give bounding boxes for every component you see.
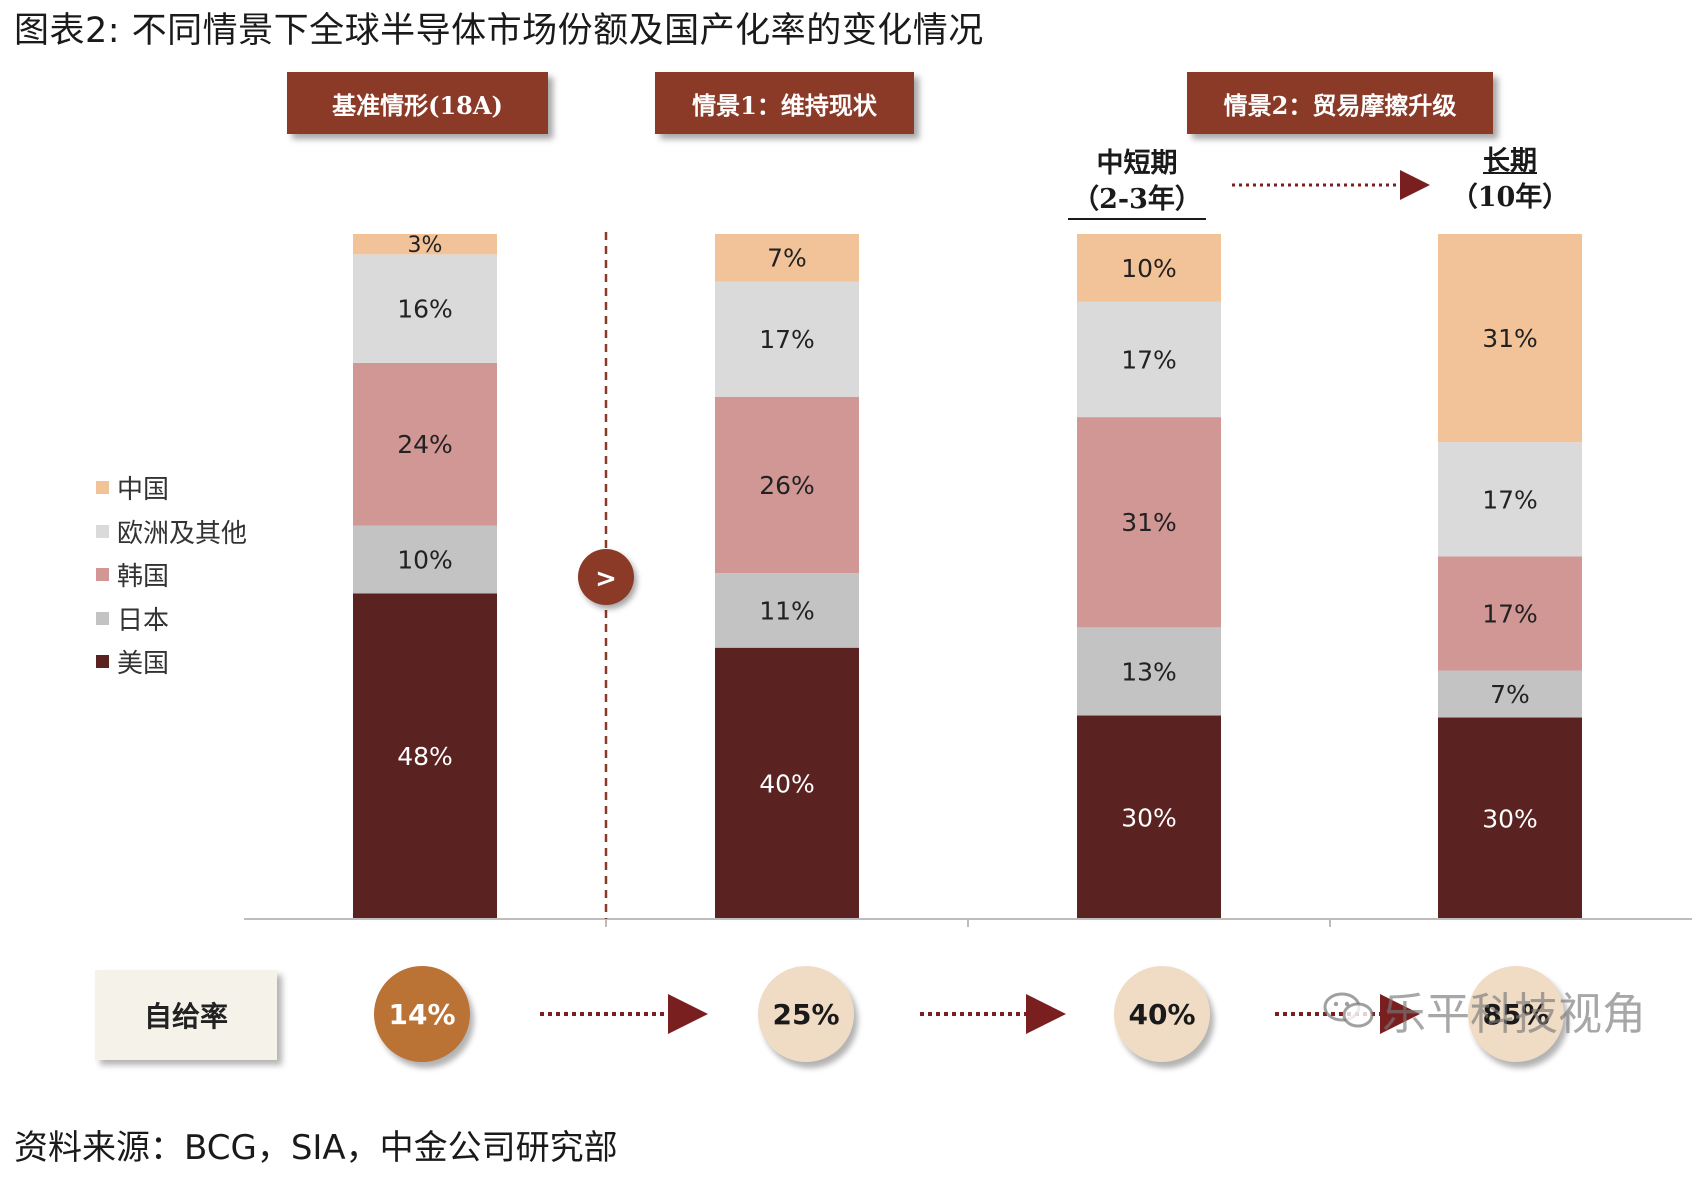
arrow-button: >: [578, 549, 634, 605]
bar-label-3-4: 31%: [1482, 324, 1538, 353]
source-note: 资料来源：BCG，SIA，中金公司研究部: [14, 1128, 618, 1168]
legend-swatch-korea: [96, 568, 109, 582]
bar-segment-3-3: [1438, 442, 1582, 557]
bar-segment-0-3: [353, 254, 497, 363]
bar-segment-0-1: [353, 525, 497, 594]
bar-label-1-3: 17%: [759, 325, 815, 354]
bar-label-2-1: 13%: [1121, 657, 1177, 686]
legend-item-japan: 日本: [96, 597, 247, 641]
bar-label-2-2: 31%: [1121, 508, 1177, 537]
bar-segment-1-0: [715, 647, 859, 919]
bar-label-2-0: 30%: [1121, 803, 1177, 832]
bar-label-3-1: 7%: [1490, 680, 1530, 709]
legend-item-usa: 美国: [96, 640, 247, 684]
legend-label-usa: 美国: [117, 649, 170, 680]
bar-segment-3-4: [1438, 234, 1582, 443]
self-sufficiency-circle-long-term: 85%: [1468, 966, 1564, 1062]
wechat-icon: [1323, 992, 1374, 1028]
self-sufficiency-circle-scenario1: 25%: [758, 966, 854, 1062]
self-sufficiency-circle-mid-term: 40%: [1114, 966, 1210, 1062]
legend-swatch-china: [96, 481, 109, 495]
bar-segment-0-2: [353, 362, 497, 526]
subheader-mid-term: 中短期 （2-3年）: [1062, 146, 1212, 220]
bars-group: 48% 10% 24% 16% 3% 40% 11% 26% 17% 7% 30% 13% 31% 17%…: [353, 233, 1582, 919]
legend-swatch-japan: [96, 611, 109, 625]
self-sufficiency-label: 自给率: [95, 970, 277, 1060]
subheader-long-term: 长期 （10年）: [1440, 144, 1580, 216]
bar-label-2-3: 17%: [1121, 345, 1177, 374]
bar-segment-2-1: [1077, 627, 1221, 716]
bar-label-1-0: 40%: [759, 769, 815, 798]
bar-segment-0-4: [353, 234, 497, 255]
header-scenario2: 情景2：贸易摩擦升级: [1187, 72, 1493, 134]
bar-label-3-0: 30%: [1482, 804, 1538, 833]
bar-label-3-2: 17%: [1482, 599, 1538, 628]
legend-label-japan: 日本: [117, 605, 170, 636]
bar-label-0-0: 48%: [397, 742, 453, 771]
arrow-button-label: >: [595, 564, 617, 594]
bar-label-3-3: 17%: [1482, 485, 1538, 514]
bar-segment-1-2: [715, 396, 859, 574]
bar-label-0-4: 3%: [408, 233, 443, 258]
legend-item-europe-other: 欧洲及其他: [96, 510, 247, 554]
bar-label-0-1: 10%: [397, 546, 453, 575]
bar-segment-1-1: [715, 573, 859, 648]
legend-label-china: 中国: [117, 475, 170, 506]
bar-label-2-4: 10%: [1121, 254, 1177, 283]
watermark: 乐平科技视角: [1322, 978, 1646, 1042]
legend-item-china: 中国: [96, 466, 247, 510]
long-term-line2: （10年）: [1450, 182, 1570, 213]
header-scenario1: 情景1：维持现状: [655, 72, 914, 134]
bar-label-1-1: 11%: [759, 596, 815, 625]
bar-label-0-3: 16%: [397, 295, 453, 324]
bar-segment-3-2: [1438, 556, 1582, 671]
bar-segment-1-3: [715, 281, 859, 397]
legend-swatch-europe-other: [96, 524, 109, 538]
bar-segment-2-2: [1077, 417, 1221, 628]
legend: 中国 欧洲及其他 韩国 日本 美国: [96, 466, 247, 684]
bar-segment-3-0: [1438, 717, 1582, 919]
bar-segment-1-4: [715, 234, 859, 282]
bar-label-1-4: 7%: [767, 244, 807, 273]
bar-segment-2-0: [1077, 715, 1221, 919]
bar-segment-0-0: [353, 593, 497, 919]
bar-segment-2-4: [1077, 234, 1221, 302]
watermark-text: 乐平科技视角: [1382, 989, 1646, 1040]
bar-segment-2-3: [1077, 301, 1221, 418]
legend-label-europe-other: 欧洲及其他: [117, 518, 248, 549]
chart-title: 图表2: 不同情景下全球半导体市场份额及国产化率的变化情况: [14, 11, 984, 51]
legend-swatch-usa: [96, 655, 109, 669]
mid-term-line2: （2-3年）: [1068, 182, 1206, 220]
bar-label-1-2: 26%: [759, 471, 815, 500]
legend-label-korea: 韩国: [117, 562, 170, 593]
long-term-line1: 长期: [1483, 146, 1537, 177]
self-sufficiency-circle-base: 14%: [374, 966, 470, 1062]
bar-segment-3-1: [1438, 670, 1582, 718]
mid-term-line1: 中短期: [1096, 148, 1178, 179]
header-base: 基准情形(18A): [287, 72, 548, 134]
bar-label-0-2: 24%: [397, 430, 453, 459]
legend-item-korea: 韩国: [96, 553, 247, 597]
